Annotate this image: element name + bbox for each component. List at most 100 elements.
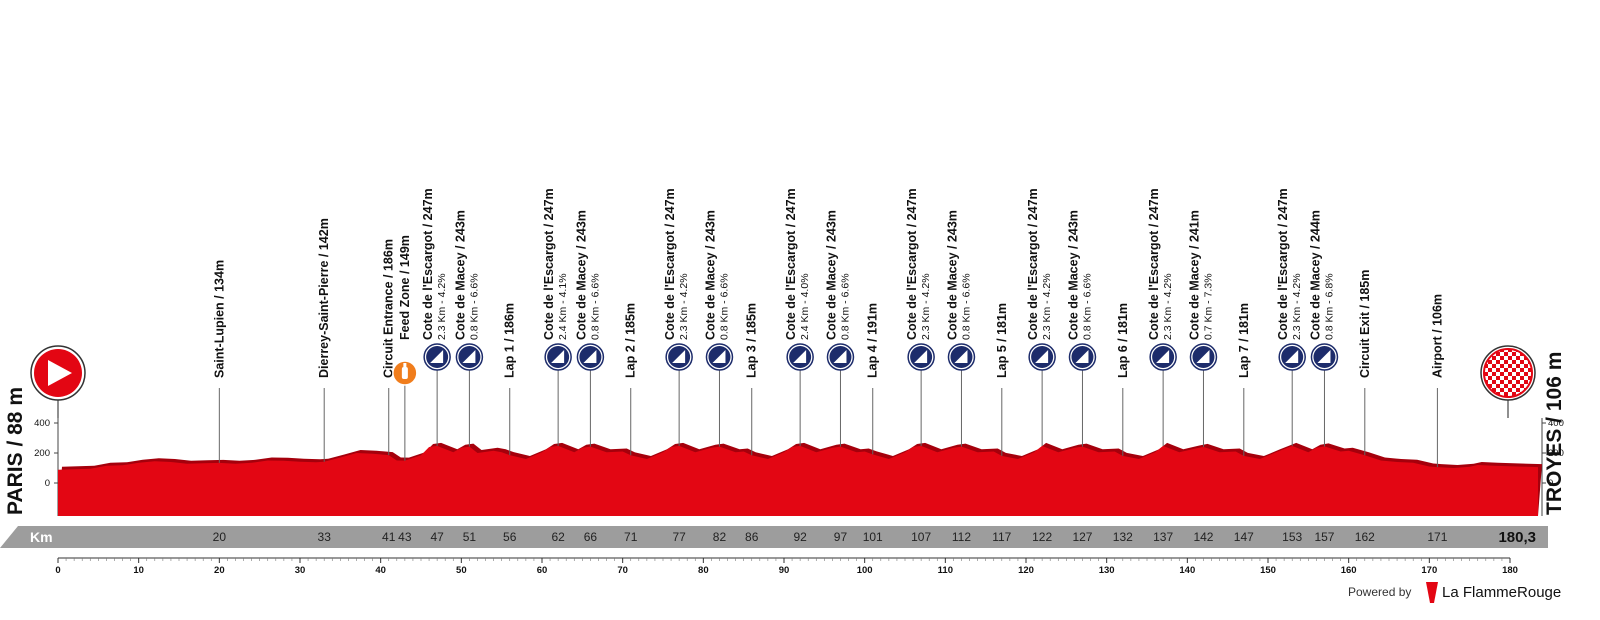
- waypoint-name: Saint-Lupien / 134m: [212, 260, 226, 378]
- km-axis-tick-label: 150: [1260, 565, 1276, 576]
- km-axis-tick-label: 170: [1421, 565, 1437, 576]
- waypoint-climb-detail: 2.3 Km - 4.2%: [436, 273, 448, 340]
- waypoint-km-label: 171: [1427, 530, 1447, 544]
- km-axis-tick-label: 10: [133, 565, 144, 576]
- waypoint-km-label: 137: [1153, 530, 1173, 544]
- waypoint-km-label: 117: [992, 530, 1011, 544]
- waypoint-km-label: 41: [382, 530, 396, 544]
- km-axis-tick-label: 160: [1341, 565, 1357, 576]
- waypoint-climb-detail: 0.8 Km - 6.8%: [1323, 273, 1335, 340]
- km-axis-tick-label: 0: [55, 565, 60, 576]
- waypoint-name: Lap 6 / 181m: [1116, 303, 1130, 378]
- waypoint-name: Cote de l'Escargot / 247m: [784, 188, 798, 340]
- finish-sign: [1480, 345, 1536, 418]
- waypoint-icons: [392, 343, 1339, 386]
- waypoint-name: Cote de Macey / 243m: [1066, 210, 1080, 340]
- elevation-tick-label: 0: [1548, 478, 1553, 489]
- elevation-tick-label: 400: [34, 418, 50, 429]
- brand-name: La FlammeRouge: [1442, 584, 1561, 601]
- elevation-tick-label: 400: [1548, 418, 1564, 429]
- climb-icon: [423, 343, 451, 371]
- waypoint-km-label: 153: [1282, 530, 1302, 544]
- waypoint-climb-detail: 2.4 Km - 4.0%: [799, 273, 811, 340]
- km-axis-tick-label: 100: [857, 565, 873, 576]
- waypoint-climb-detail: 2.3 Km - 4.2%: [1041, 273, 1053, 340]
- waypoint-name: Lap 5 / 181m: [995, 303, 1009, 378]
- waypoint-name: Cote de l'Escargot / 247m: [1276, 188, 1290, 340]
- waypoint-km-label: 122: [1032, 530, 1052, 544]
- waypoint-climb-detail: 0.8 Km - 6.6%: [960, 273, 972, 340]
- start-label: PARIS / 88 m: [4, 387, 27, 515]
- elevation-ticks-left: 400 200 0: [34, 418, 58, 489]
- km-axis-tick-label: 180: [1502, 565, 1518, 576]
- waypoint-km-label: 86: [745, 530, 759, 544]
- km-header: Km: [30, 529, 53, 545]
- waypoint-name: Cote de Macey / 243m: [703, 210, 717, 340]
- waypoint-climb-detail: 0.8 Km - 6.6%: [1081, 273, 1093, 340]
- elevation-tick-label: 200: [1548, 448, 1564, 459]
- waypoint-name: Cote de Macey / 243m: [945, 210, 959, 340]
- climb-icon: [1149, 343, 1177, 371]
- km-axis-tick-label: 90: [779, 565, 790, 576]
- start-arrow-icon: [48, 360, 72, 386]
- waypoint-name: Lap 1 / 186m: [503, 303, 517, 378]
- waypoint-climb-detail: 2.3 Km - 4.2%: [1291, 273, 1303, 340]
- flammerouge-logo-icon: [1426, 582, 1438, 603]
- waypoint-climb-detail: 2.3 Km - 4.2%: [678, 273, 690, 340]
- waypoint-name: Circuit Exit / 185m: [1358, 270, 1372, 378]
- climb-icon: [1278, 343, 1306, 371]
- elevation-ticks-right: 400 200 0: [1542, 418, 1564, 489]
- waypoint-climb-detail: 2.4 Km - 4.1%: [557, 273, 569, 340]
- climb-icon: [1028, 343, 1056, 371]
- waypoint-labels: Saint-Lupien / 134m Dierrey-Saint-Pierre …: [212, 188, 1444, 378]
- waypoint-name: Cote de l'Escargot / 247m: [421, 188, 435, 340]
- feed-zone-icon: [392, 360, 418, 386]
- km-axis-tick-label: 140: [1179, 565, 1195, 576]
- climb-icon: [576, 343, 605, 371]
- waypoint-km-label: 157: [1314, 530, 1334, 544]
- waypoint-name: Lap 3 / 185m: [745, 303, 759, 378]
- km-axis-tick-label: 120: [1018, 565, 1034, 576]
- waypoint-name: Cote de l'Escargot / 247m: [542, 188, 556, 340]
- powered-by-text: Powered by: [1348, 585, 1411, 599]
- waypoint-km-label: 33: [318, 530, 332, 544]
- waypoint-km-label: 97: [834, 530, 848, 544]
- waypoint-km-label: 43: [398, 530, 412, 544]
- km-axis-tick-label: 20: [214, 565, 225, 576]
- total-km-label: 180,3: [1498, 529, 1536, 546]
- climb-icon: [947, 343, 976, 371]
- km-axis-tick-label: 110: [938, 565, 953, 576]
- climb-icon: [455, 343, 484, 371]
- km-axis-tick-label: 30: [295, 565, 306, 576]
- waypoint-climb-detail: 0.8 Km - 6.6%: [718, 273, 730, 340]
- waypoint-name: Airport / 106m: [1430, 294, 1444, 378]
- waypoint-km-label: 101: [863, 530, 883, 544]
- waypoint-climb-detail: 0.8 Km - 6.6%: [468, 273, 480, 340]
- waypoint-km-label: 162: [1355, 530, 1375, 544]
- km-axis-tick-label: 40: [375, 565, 386, 576]
- waypoint-km-label: 147: [1234, 530, 1254, 544]
- waypoint-km-label: 107: [911, 530, 931, 544]
- waypoint-km-label: 47: [430, 530, 444, 544]
- waypoint-name: Lap 7 / 181m: [1237, 303, 1251, 378]
- waypoint-name: Cote de Macey / 243m: [824, 210, 838, 340]
- waypoint-name: Feed Zone / 149m: [398, 235, 412, 340]
- climb-icon: [907, 343, 935, 371]
- waypoint-km-label: 51: [463, 530, 477, 544]
- waypoint-name: Cote de l'Escargot / 247m: [1147, 188, 1161, 340]
- waypoint-name: Lap 2 / 185m: [624, 303, 638, 378]
- waypoint-km-label: 82: [713, 530, 727, 544]
- waypoint-name: Dierrey-Saint-Pierre / 142m: [317, 218, 331, 378]
- km-axis-tick-label: 60: [537, 565, 548, 576]
- waypoint-climb-detail: 0.7 Km - 7.3%: [1202, 273, 1214, 340]
- elevation-profile: [58, 445, 1538, 516]
- climb-icon: [705, 343, 734, 371]
- climb-icon: [1310, 343, 1339, 371]
- finish-label: TROYES / 106 m: [1543, 352, 1566, 515]
- waypoint-climb-detail: 0.8 Km - 6.6%: [589, 273, 601, 340]
- climb-icon: [826, 343, 855, 371]
- waypoint-km-label: 71: [624, 530, 638, 544]
- km-axis-tick-label: 50: [456, 565, 467, 576]
